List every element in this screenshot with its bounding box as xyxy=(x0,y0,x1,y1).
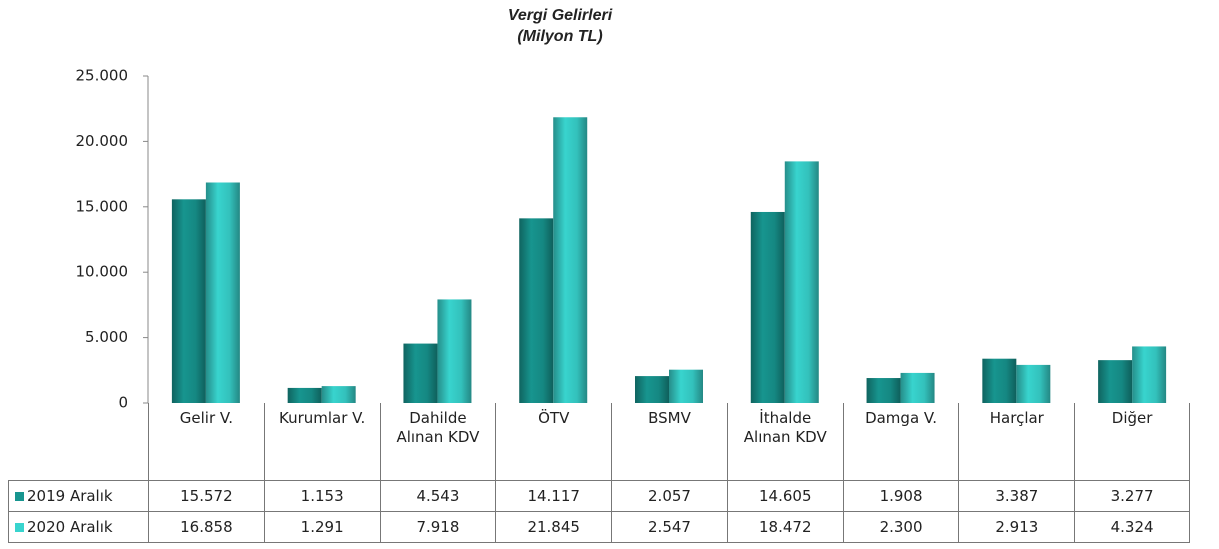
y-tick-label: 5.000 xyxy=(85,328,128,346)
table-value: 18.472 xyxy=(726,511,843,543)
bar xyxy=(1098,360,1133,403)
bar xyxy=(437,299,472,403)
category-label: Dahilde Alınan KDV xyxy=(379,403,496,480)
legend-label: 2020 Aralık xyxy=(27,517,113,536)
bar xyxy=(1132,346,1167,403)
bar xyxy=(669,369,703,403)
table-value: 4.543 xyxy=(379,480,496,511)
legend-swatch xyxy=(15,522,24,532)
bar xyxy=(1016,364,1051,403)
table-value: 2.300 xyxy=(842,511,959,543)
category-label: Harçlar xyxy=(958,403,1074,480)
chart-title: Vergi Gelirleri xyxy=(508,7,613,24)
legend-entry: 2019 Aralık xyxy=(8,480,148,511)
y-tick-label: 10.000 xyxy=(76,263,129,281)
bar xyxy=(287,387,322,403)
category-label: Diğer xyxy=(1074,403,1190,480)
legend-entry: 2020 Aralık xyxy=(8,511,148,543)
bar xyxy=(205,182,240,403)
y-tick-label: 0 xyxy=(118,394,128,412)
table-value: 3.387 xyxy=(958,480,1075,511)
table-value: 14.117 xyxy=(495,480,612,511)
legend-swatch xyxy=(15,491,24,501)
chart-subtitle: (Milyon TL) xyxy=(517,28,602,45)
y-tick-label: 20.000 xyxy=(76,132,129,150)
table-value: 16.858 xyxy=(148,511,264,543)
bar xyxy=(321,386,356,403)
table-value: 2.913 xyxy=(958,511,1075,543)
table-value: 15.572 xyxy=(148,480,264,511)
bar xyxy=(866,378,901,403)
category-label: Kurumlar V. xyxy=(263,403,380,480)
legend-label: 2019 Aralık xyxy=(27,486,113,505)
category-label: Damga V. xyxy=(842,403,959,480)
table-value: 4.324 xyxy=(1074,511,1190,543)
bar xyxy=(784,161,819,403)
table-value: 1.153 xyxy=(263,480,380,511)
table-value: 7.918 xyxy=(379,511,496,543)
bar xyxy=(403,343,438,403)
y-tick-label: 15.000 xyxy=(76,197,129,215)
table-value: 3.277 xyxy=(1074,480,1190,511)
bar xyxy=(982,358,1017,403)
bar xyxy=(750,211,785,403)
category-label: Gelir V. xyxy=(148,403,264,480)
category-label: İthalde Alınan KDV xyxy=(726,403,843,480)
bar xyxy=(171,199,206,403)
table-value: 21.845 xyxy=(495,511,612,543)
bar xyxy=(519,218,554,403)
table-value: 1.908 xyxy=(842,480,959,511)
bar xyxy=(900,372,935,403)
bar xyxy=(553,117,588,404)
table-value: 2.057 xyxy=(611,480,727,511)
table-value: 2.547 xyxy=(611,511,727,543)
category-label: BSMV xyxy=(611,403,727,480)
bar xyxy=(635,376,669,403)
table-value: 1.291 xyxy=(263,511,380,543)
table-value: 14.605 xyxy=(726,480,843,511)
y-tick-label: 25.000 xyxy=(76,67,129,85)
category-label: ÖTV xyxy=(495,403,611,480)
